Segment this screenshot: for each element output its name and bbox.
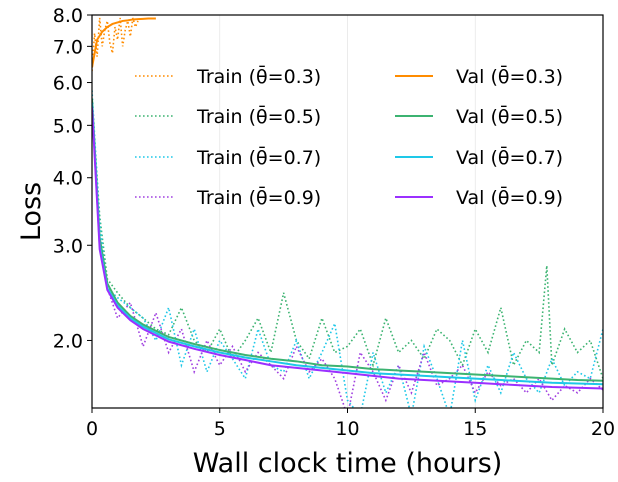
axes: 0 5 10 15 20 2.0 3.0 4.0 5.0 6.0 7.0 8.0: [53, 5, 615, 440]
y-tick-label-0: 2.0: [53, 330, 83, 352]
legend-label-3: Train (θ̄=0.9): [196, 185, 321, 209]
x-tick-label-1: 5: [214, 418, 226, 440]
legend-label-4: Val (θ̄=0.3): [456, 64, 563, 88]
y-tick-label-3: 5.0: [53, 115, 83, 137]
x-axis-title: Wall clock time (hours): [193, 448, 503, 479]
y-axis-title: Loss: [16, 182, 47, 241]
x-tick-label-3: 15: [463, 418, 487, 440]
x-tick-label-0: 0: [86, 418, 98, 440]
series-line-1: [92, 102, 603, 379]
series-line-7: [92, 107, 603, 390]
y-tick-label-4: 6.0: [53, 73, 83, 95]
legend-label-0: Train (θ̄=0.3): [196, 64, 321, 88]
y-tick-label-1: 3.0: [53, 235, 83, 257]
legend-label-1: Train (θ̄=0.5): [196, 104, 321, 128]
x-tick-label-4: 20: [591, 418, 615, 440]
legend-label-7: Val (θ̄=0.9): [456, 185, 563, 209]
plot-area: [92, 17, 603, 408]
y-tick-label-2: 4.0: [53, 168, 83, 190]
x-tick-label-2: 10: [335, 418, 359, 440]
series-line-2: [92, 90, 603, 408]
legend-label-5: Val (θ̄=0.5): [456, 104, 563, 128]
y-tick-label-5: 7.0: [53, 36, 83, 58]
series-line-5: [92, 98, 603, 382]
legend-label-2: Train (θ̄=0.7): [196, 145, 321, 169]
series-line-6: [92, 102, 603, 386]
legend-label-6: Val (θ̄=0.7): [456, 145, 563, 169]
series-line-0: [92, 17, 139, 72]
y-tick-label-6: 8.0: [53, 5, 83, 27]
legend: Train (θ̄=0.3) Train (θ̄=0.5) Train (θ̄=0.…: [135, 64, 563, 209]
series-line-4: [92, 17, 156, 68]
